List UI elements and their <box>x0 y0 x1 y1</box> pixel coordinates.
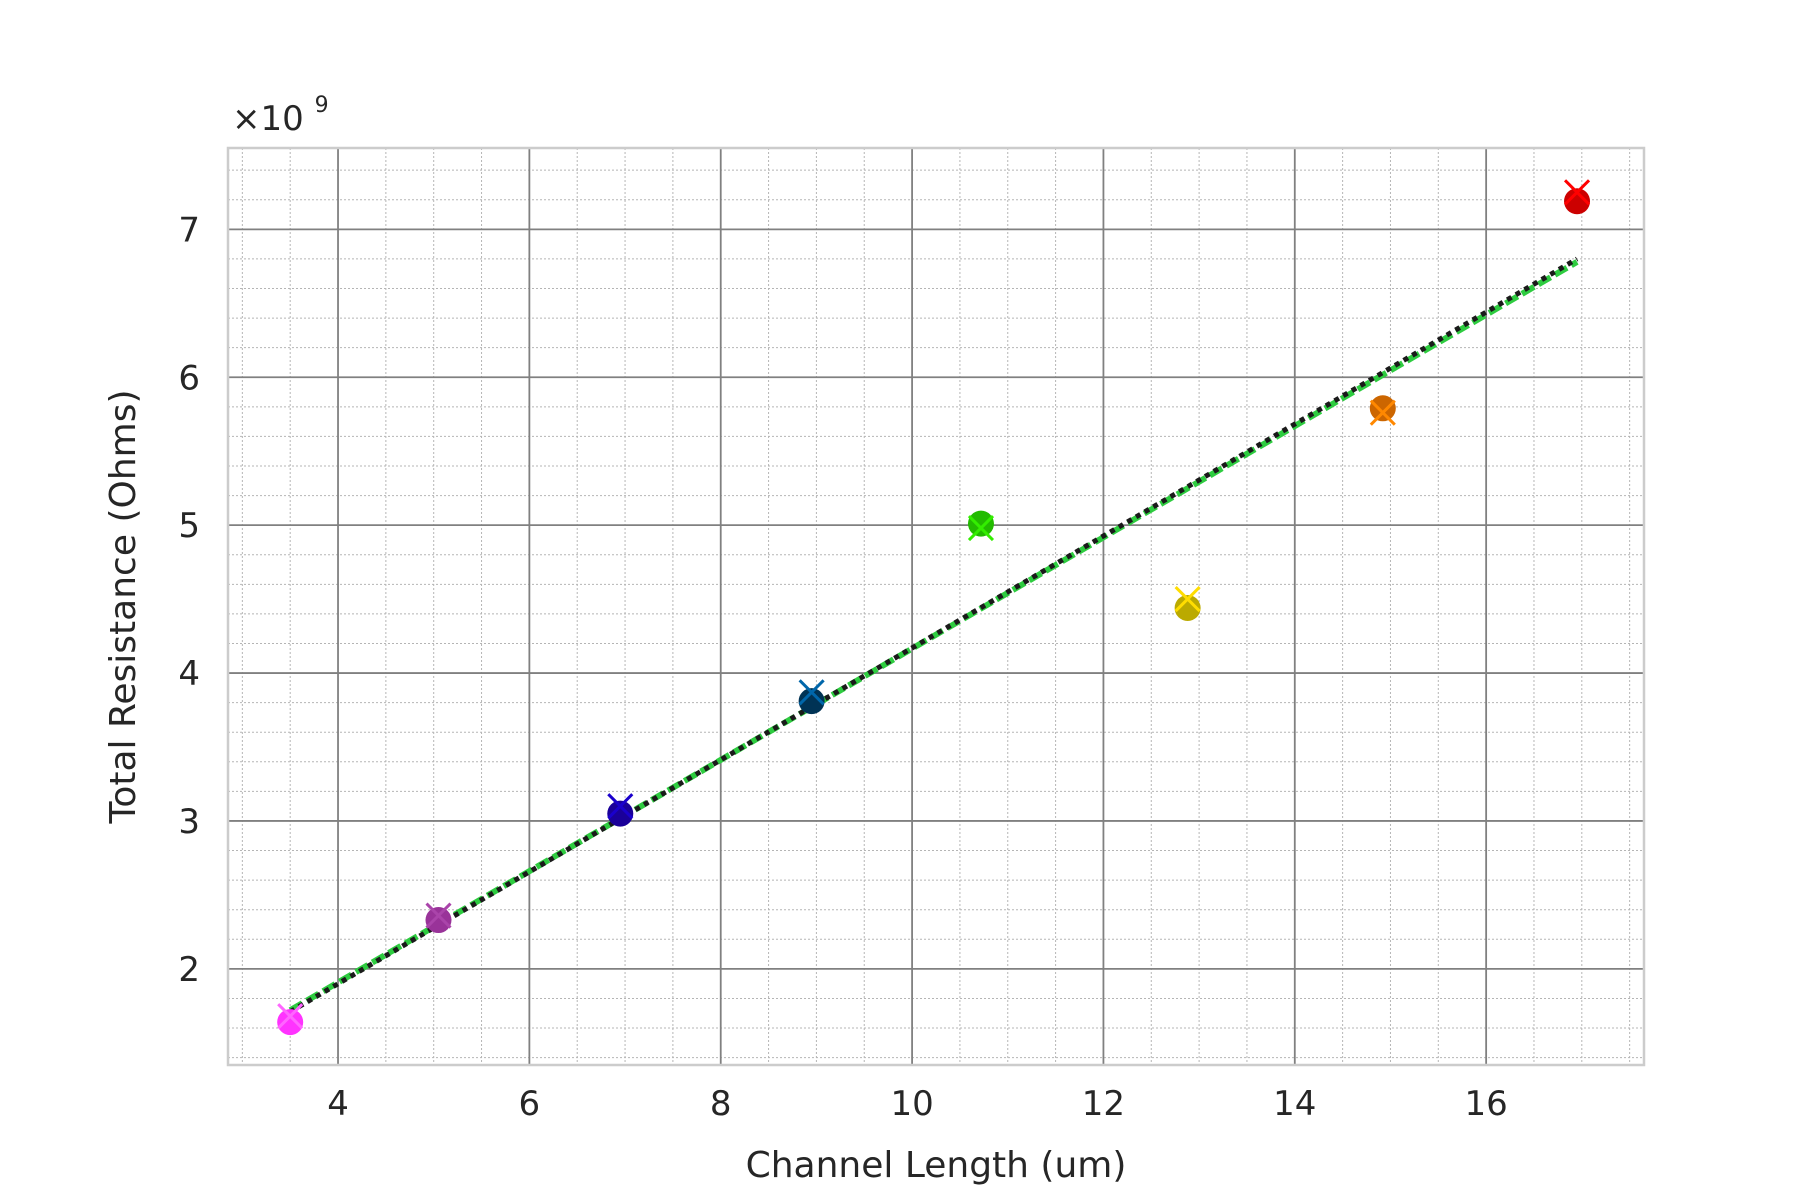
y-tick-label: 5 <box>178 506 200 546</box>
data-point <box>277 1009 304 1036</box>
fit-line-dotted <box>288 256 1579 1014</box>
y-tick-label: 7 <box>178 210 200 250</box>
major-grid <box>228 148 1644 1065</box>
x-marker-stroke <box>277 1003 304 1030</box>
data-point <box>607 800 634 827</box>
data-point <box>1564 188 1591 215</box>
y-tick-label: 6 <box>178 358 200 398</box>
y-tick-label: 2 <box>178 950 200 990</box>
y-scale-factor: ×10 9 <box>232 93 329 139</box>
x-marker-stroke <box>798 679 825 706</box>
x-marker-stroke <box>425 902 452 929</box>
x-tick-label: 4 <box>327 1084 349 1124</box>
x-marker <box>1369 399 1396 426</box>
data-point <box>967 510 994 537</box>
y-axis-label: Total Resistance (Ohms) <box>103 389 144 824</box>
x-marker <box>425 902 452 929</box>
x-tick-label: 8 <box>710 1084 732 1124</box>
x-tick-label: 14 <box>1273 1084 1316 1124</box>
x-marker <box>1174 586 1201 613</box>
x-tick-labels: 4 6 8 10 12 14 16 <box>327 1084 1508 1124</box>
data-point <box>798 688 825 715</box>
x-marker-stroke <box>967 515 995 542</box>
x-axis-label: Channel Length (um) <box>746 1145 1127 1186</box>
x-marker-stroke <box>607 793 634 820</box>
x-tick-label: 6 <box>519 1084 541 1124</box>
plot-frame <box>226 146 1646 1067</box>
x-marker <box>277 1003 304 1030</box>
x-marker <box>607 793 634 820</box>
y-tick-label: 4 <box>178 654 200 694</box>
data-point <box>425 907 452 934</box>
data-point <box>1369 395 1396 422</box>
x-tick-label: 10 <box>890 1084 933 1124</box>
x-marker <box>1563 179 1591 206</box>
x-tick-label: 16 <box>1465 1084 1508 1124</box>
y-tick-labels: 2 3 4 5 6 7 <box>178 210 200 990</box>
x-marker <box>967 515 995 542</box>
y-scale-factor-exponent: 9 <box>315 93 329 118</box>
x-marker-stroke <box>1563 179 1591 206</box>
y-scale-factor-base: ×10 <box>232 99 304 139</box>
fit-lines <box>288 256 1579 1014</box>
data-point <box>1174 594 1201 621</box>
data-points <box>277 179 1591 1036</box>
x-marker-stroke <box>1174 586 1201 613</box>
x-tick-label: 12 <box>1082 1084 1125 1124</box>
x-marker <box>798 679 825 706</box>
y-tick-label: 3 <box>178 802 200 842</box>
x-marker-stroke <box>1369 399 1396 426</box>
